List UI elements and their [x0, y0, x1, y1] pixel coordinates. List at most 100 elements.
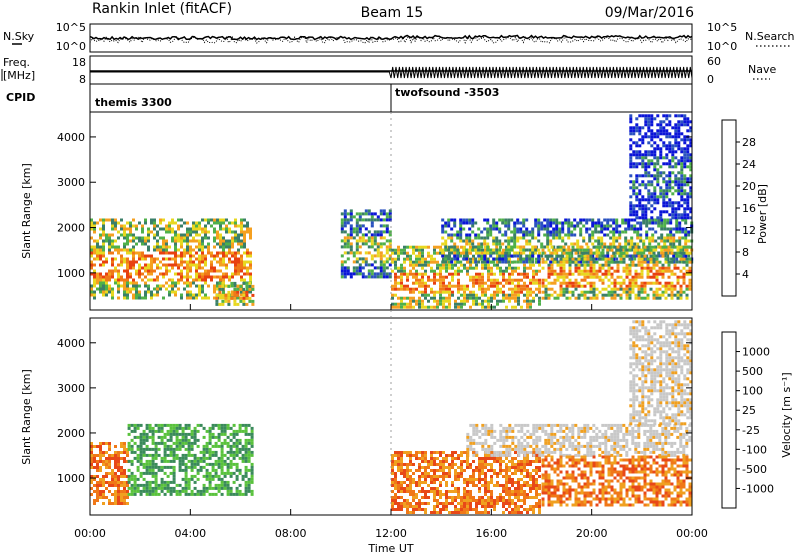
power-cell — [580, 251, 584, 255]
power-cell — [666, 254, 670, 258]
velocity-cell — [117, 451, 120, 454]
power-cell — [225, 254, 228, 258]
power-cell — [580, 269, 584, 273]
power-cell — [603, 218, 607, 222]
power-cell — [682, 266, 686, 270]
power-cell — [442, 266, 445, 270]
velocity-cell — [472, 499, 475, 502]
velocity-cell — [466, 490, 469, 493]
power-cell — [562, 266, 566, 270]
velocity-cell — [211, 486, 215, 490]
velocity-cell — [208, 477, 212, 481]
power-cell — [246, 251, 249, 255]
power-cell — [114, 266, 117, 270]
power-cell — [236, 287, 240, 291]
power-cell — [460, 299, 463, 303]
velocity-cell — [232, 450, 236, 454]
power-cell — [448, 266, 451, 270]
velocity-cell — [400, 454, 403, 457]
power-cell — [234, 260, 237, 264]
power-cell — [240, 218, 243, 222]
power-cell — [489, 230, 493, 234]
power-cell — [421, 245, 424, 249]
power-cell — [683, 174, 687, 178]
power-cell — [638, 162, 642, 166]
power-cell — [659, 120, 663, 124]
power-cell — [355, 227, 359, 231]
power-cell — [111, 227, 114, 231]
velocity-cell — [481, 499, 484, 502]
velocity-cell — [490, 457, 493, 460]
velocity-cell — [406, 466, 409, 469]
power-cell — [541, 278, 545, 282]
power-cell — [526, 299, 529, 303]
power-cell — [671, 147, 675, 151]
velocity-cell — [232, 435, 236, 439]
velocity-cell — [397, 457, 400, 460]
power-cell — [204, 281, 207, 285]
power-cell — [532, 281, 535, 285]
velocity-cell — [397, 508, 400, 511]
power-cell — [591, 242, 595, 246]
velocity-cell — [127, 444, 131, 448]
power-cell — [633, 251, 637, 255]
power-cell — [162, 263, 165, 267]
power-cell — [481, 278, 484, 282]
beam-title: Beam 15 — [361, 5, 424, 21]
velocity-cell — [93, 475, 96, 478]
power-cell — [600, 224, 604, 228]
velocity-cell — [406, 484, 409, 487]
power-cell — [195, 296, 198, 300]
power-cell — [487, 272, 490, 276]
velocity-cell — [472, 481, 475, 484]
power-cell — [535, 278, 538, 282]
power-cell — [644, 156, 648, 160]
power-cell — [111, 218, 114, 222]
power-cell — [655, 278, 659, 282]
power-cell — [619, 245, 623, 249]
velocity-cell — [475, 478, 478, 481]
power-cell — [631, 290, 635, 294]
power-cell — [439, 272, 442, 276]
velocity-cell — [226, 426, 230, 430]
power-cell — [674, 183, 678, 187]
power-cell — [400, 299, 403, 303]
power-cell — [454, 272, 457, 276]
power-cell — [441, 224, 445, 228]
power-cell — [568, 281, 572, 285]
power-cell — [592, 263, 596, 267]
power-cell — [676, 278, 680, 282]
power-cell — [478, 281, 481, 285]
velocity-cell — [442, 472, 445, 475]
power-cell — [135, 251, 138, 255]
site-title: Rankin Inlet (fitACF) — [92, 1, 232, 17]
velocity-cell — [457, 487, 460, 490]
power-cell — [213, 218, 216, 222]
power-cell — [90, 266, 93, 270]
power-cell — [484, 248, 487, 252]
power-cell — [397, 281, 400, 285]
velocity-cell — [433, 460, 436, 463]
velocity-cell — [460, 496, 463, 499]
power-cell — [126, 257, 129, 261]
velocity-cell — [90, 481, 93, 484]
power-cell — [595, 260, 599, 264]
power-cell — [679, 296, 683, 300]
power-cell — [668, 204, 672, 208]
power-cell — [637, 296, 641, 300]
power-cell — [403, 305, 406, 309]
power-cell — [616, 251, 620, 255]
power-cell — [222, 278, 225, 282]
power-cell — [553, 278, 557, 282]
power-cell — [639, 221, 643, 225]
power-cell — [552, 236, 556, 240]
velocity-cell — [247, 453, 251, 457]
power-cell — [621, 248, 625, 252]
velocity-cell — [175, 444, 179, 448]
power-cell — [249, 275, 252, 279]
power-cell — [447, 236, 451, 240]
power-cell — [441, 251, 445, 255]
power-cell — [516, 227, 520, 231]
power-cell — [487, 302, 490, 306]
power-cell — [424, 245, 427, 249]
